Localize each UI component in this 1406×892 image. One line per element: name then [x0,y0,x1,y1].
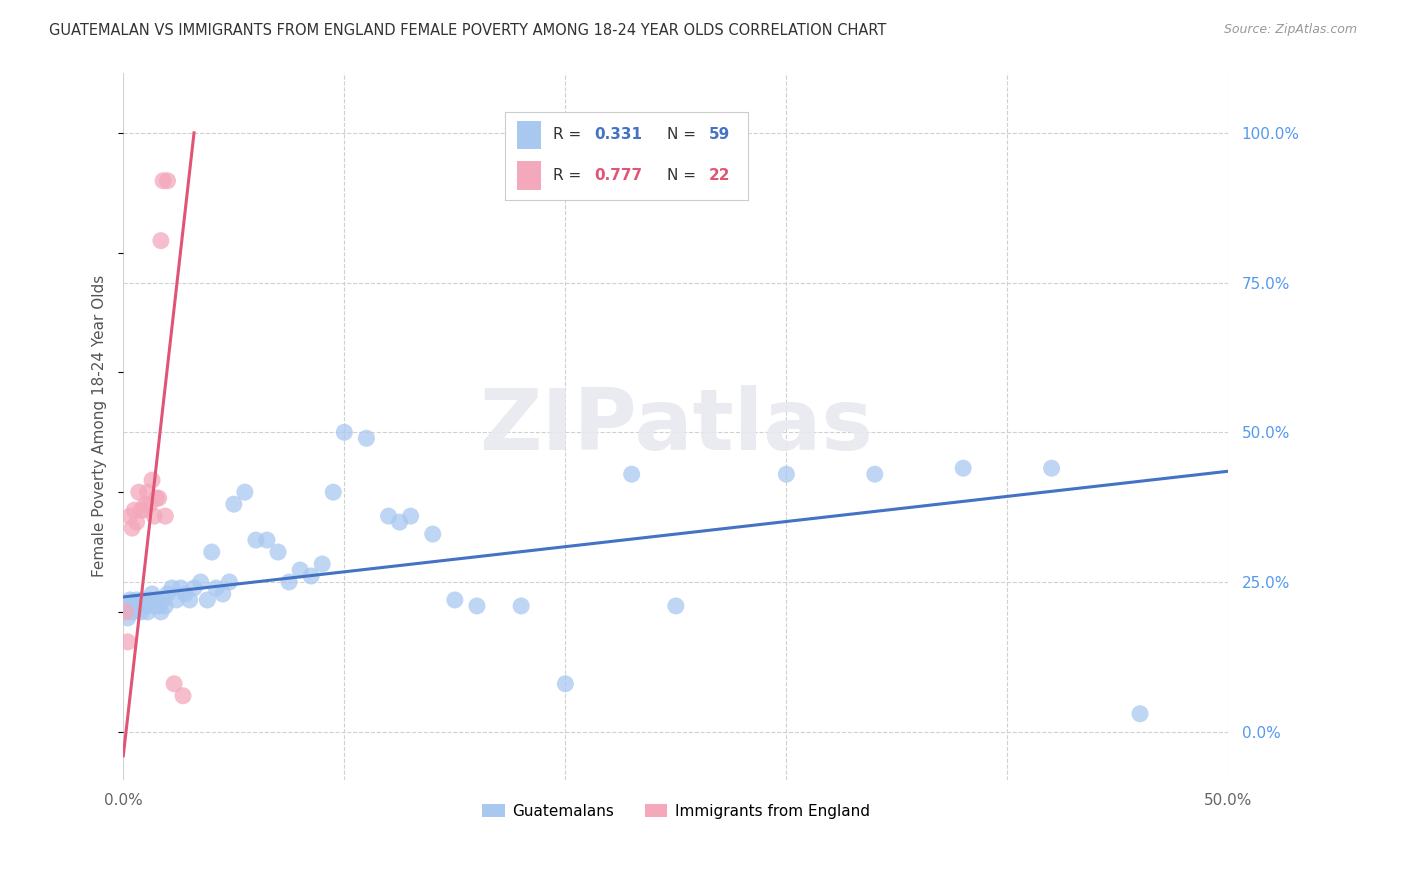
Point [148,491,170,505]
Point [170,581,193,595]
Point [222,497,245,511]
Point [156,587,179,601]
Point [155,599,177,613]
Point [128,485,150,500]
Point [267,545,290,559]
Point [156,174,179,188]
Point [205,581,228,595]
Point [174,587,197,601]
Point [256,533,278,547]
Point [132,503,155,517]
Point [172,689,194,703]
Text: ZIPatlas: ZIPatlas [479,384,873,467]
Text: GUATEMALAN VS IMMIGRANTS FROM ENGLAND FEMALE POVERTY AMONG 18-24 YEAR OLDS CORRE: GUATEMALAN VS IMMIGRANTS FROM ENGLAND FE… [49,23,887,38]
Point [311,557,333,571]
Point [163,677,186,691]
Point [121,521,143,535]
Point [510,599,533,613]
Text: Source: ZipAtlas.com: Source: ZipAtlas.com [1223,23,1357,37]
Point [152,593,174,607]
Point [149,605,172,619]
Point [201,545,224,559]
Point [952,461,974,475]
Point [388,515,411,529]
Point [152,174,174,188]
Point [139,497,162,511]
Point [125,593,148,607]
Point [183,581,205,595]
Point [149,234,172,248]
Point [1129,706,1152,721]
Point [118,593,141,607]
Point [125,515,148,529]
Point [195,593,218,607]
Point [322,485,344,500]
Point [129,503,152,517]
Point [422,527,444,541]
Point [117,611,139,625]
Point [665,599,688,613]
Point [465,599,488,613]
Point [155,509,177,524]
Point [1040,461,1063,475]
Point [775,467,797,482]
Point [143,509,166,524]
Point [124,503,146,517]
Point [190,574,212,589]
Point [145,491,167,505]
Point [134,599,156,613]
Point [245,533,267,547]
Point [443,593,465,607]
Point [863,467,886,482]
Point [118,509,141,524]
Point [141,473,163,487]
Point [333,425,356,440]
Point [165,593,187,607]
Point [148,599,170,613]
Point [139,593,162,607]
Point [160,581,183,595]
Point [233,485,256,500]
Point [554,677,576,691]
Point [124,599,146,613]
Point [377,509,399,524]
Y-axis label: Female Poverty Among 18-24 Year Olds: Female Poverty Among 18-24 Year Olds [93,275,107,577]
Point [620,467,643,482]
Point [132,593,155,607]
Point [114,599,136,613]
Point [136,485,159,500]
Point [356,431,378,445]
Point [134,497,156,511]
Point [278,574,301,589]
Point [129,605,152,619]
Point [218,574,240,589]
Point [399,509,422,524]
Point [141,587,163,601]
Legend: Guatemalans, Immigrants from England: Guatemalans, Immigrants from England [475,797,876,825]
Point [143,599,166,613]
Point [128,599,150,613]
Point [117,635,139,649]
Point [121,605,143,619]
Point [211,587,233,601]
Point [136,605,159,619]
Point [145,593,167,607]
Point [179,593,201,607]
Point [114,605,136,619]
Point [299,569,322,583]
Point [288,563,311,577]
